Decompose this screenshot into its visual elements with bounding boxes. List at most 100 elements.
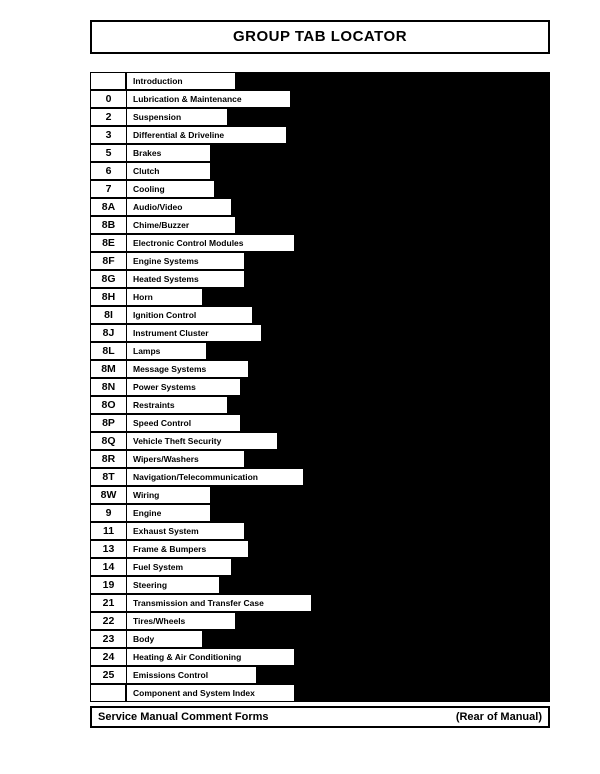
table-row: 8GHeated Systems [90,270,550,288]
table-row: 8QVehicle Theft Security [90,432,550,450]
table-row: 8JInstrument Cluster [90,324,550,342]
tab-number: 9 [90,504,126,522]
tab-number: 5 [90,144,126,162]
tab-label-wrap: Wiring [126,486,550,504]
table-row: 5Brakes [90,144,550,162]
page-content: GROUP TAB LOCATOR Introduction0Lubricati… [90,20,550,728]
table-row: 9Engine [90,504,550,522]
tab-number: 8I [90,306,126,324]
tab-label: Engine Systems [126,252,245,270]
tab-number: 11 [90,522,126,540]
tab-number: 6 [90,162,126,180]
table-row: 8IIgnition Control [90,306,550,324]
table-row: 7Cooling [90,180,550,198]
tab-label-wrap: Clutch [126,162,550,180]
tab-number: 14 [90,558,126,576]
tab-number: 13 [90,540,126,558]
tab-label: Power Systems [126,378,241,396]
tab-label: Suspension [126,108,228,126]
table-row: Component and System Index [90,684,550,702]
table-row: 2Suspension [90,108,550,126]
tab-label: Wipers/Washers [126,450,245,468]
table-row: 8HHorn [90,288,550,306]
tab-label-wrap: Exhaust System [126,522,550,540]
tab-label: Transmission and Transfer Case [126,594,312,612]
tab-label-wrap: Suspension [126,108,550,126]
tab-label: Body [126,630,203,648]
table-row: 8RWipers/Washers [90,450,550,468]
table-row: 8WWiring [90,486,550,504]
table-row: 8FEngine Systems [90,252,550,270]
tab-label-wrap: Differential & Driveline [126,126,550,144]
tab-label: Wiring [126,486,211,504]
tab-label-wrap: Heating & Air Conditioning [126,648,550,666]
tab-number: 8R [90,450,126,468]
tab-label: Ignition Control [126,306,253,324]
tab-label: Lamps [126,342,207,360]
tab-number: 7 [90,180,126,198]
tab-number: 0 [90,90,126,108]
tab-label-wrap: Lubrication & Maintenance [126,90,550,108]
tab-number: 24 [90,648,126,666]
table-row: 8BChime/Buzzer [90,216,550,234]
tab-label-wrap: Cooling [126,180,550,198]
tab-label-wrap: Vehicle Theft Security [126,432,550,450]
tab-number: 19 [90,576,126,594]
tab-label: Tires/Wheels [126,612,236,630]
tab-label-wrap: Wipers/Washers [126,450,550,468]
tab-label-wrap: Engine [126,504,550,522]
table-row: 8TNavigation/Telecommunication [90,468,550,486]
table-row: 21Transmission and Transfer Case [90,594,550,612]
tab-label-wrap: Transmission and Transfer Case [126,594,550,612]
tab-number: 8Q [90,432,126,450]
tab-number: 8G [90,270,126,288]
tab-label-wrap: Lamps [126,342,550,360]
tab-number: 22 [90,612,126,630]
table-row: 8PSpeed Control [90,414,550,432]
table-row: 8ORestraints [90,396,550,414]
tab-number: 8M [90,360,126,378]
tab-label: Vehicle Theft Security [126,432,278,450]
table-row: 8EElectronic Control Modules [90,234,550,252]
tab-label: Emissions Control [126,666,257,684]
tab-label-wrap: Engine Systems [126,252,550,270]
tab-label: Speed Control [126,414,241,432]
page-title: GROUP TAB LOCATOR [233,28,407,45]
tab-label-wrap: Body [126,630,550,648]
tab-label-wrap: Audio/Video [126,198,550,216]
tab-label-wrap: Instrument Cluster [126,324,550,342]
tab-number: 21 [90,594,126,612]
tab-label-wrap: Ignition Control [126,306,550,324]
tab-label-wrap: Component and System Index [126,684,550,702]
tab-label-wrap: Emissions Control [126,666,550,684]
table-row: 6Clutch [90,162,550,180]
tab-label: Introduction [126,72,236,90]
tab-label: Cooling [126,180,215,198]
footer-left: Service Manual Comment Forms [98,711,269,723]
footer-box: Service Manual Comment Forms (Rear of Ma… [90,706,550,728]
table-row: 24Heating & Air Conditioning [90,648,550,666]
tab-number: 2 [90,108,126,126]
tab-number: 8A [90,198,126,216]
footer-right: (Rear of Manual) [456,711,542,723]
tab-label: Heated Systems [126,270,245,288]
table-row: 14Fuel System [90,558,550,576]
table-row: 25Emissions Control [90,666,550,684]
tab-label: Exhaust System [126,522,245,540]
tab-label: Fuel System [126,558,232,576]
table-row: 0Lubrication & Maintenance [90,90,550,108]
table-row: 23Body [90,630,550,648]
tab-label: Steering [126,576,220,594]
tab-number: 8H [90,288,126,306]
tab-label-wrap: Restraints [126,396,550,414]
tab-label: Horn [126,288,203,306]
tab-label-wrap: Heated Systems [126,270,550,288]
table-row: 11Exhaust System [90,522,550,540]
tab-label-wrap: Fuel System [126,558,550,576]
tab-label: Restraints [126,396,228,414]
tab-label: Engine [126,504,211,522]
tab-label: Electronic Control Modules [126,234,295,252]
tab-number: 8F [90,252,126,270]
tab-number: 8T [90,468,126,486]
tab-label-wrap: Steering [126,576,550,594]
